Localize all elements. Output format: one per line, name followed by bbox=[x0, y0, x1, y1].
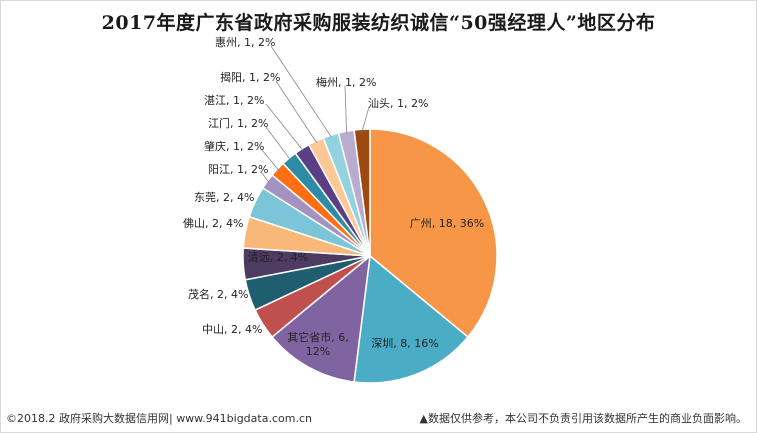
data-label-11: 江门, 1, 2% bbox=[208, 116, 268, 130]
data-label-16: 汕头, 1, 2% bbox=[368, 97, 428, 110]
pie-slice-2 bbox=[353, 254, 469, 384]
leader-line-9 bbox=[261, 172, 270, 183]
data-label-9: 阳江, 1, 2% bbox=[208, 163, 268, 176]
data-label-6: 清远, 2, 4% bbox=[248, 251, 308, 264]
leader-line-15 bbox=[344, 85, 347, 134]
data-label-14: 惠州, 1, 2% bbox=[215, 35, 275, 49]
data-label-4: 中山, 2, 4% bbox=[202, 323, 262, 336]
leader-line-12 bbox=[265, 103, 304, 151]
leader-line-10 bbox=[261, 149, 280, 171]
footer-disclaimer: ▲数据仅供参考，本公司不负责引用该数据所产生的商业负面影响。 bbox=[419, 412, 747, 425]
leader-line-13 bbox=[275, 80, 318, 144]
data-label-13: 揭阳, 1, 2% bbox=[220, 70, 280, 84]
pie-slice-3 bbox=[271, 254, 371, 383]
data-label-2: 深圳, 8, 16% bbox=[371, 337, 438, 350]
leader-line-16 bbox=[361, 106, 370, 132]
leader-line-14 bbox=[270, 45, 332, 138]
footer-source: ©2018.2 政府采购大数据信用网| www.941bigdata.com.c… bbox=[6, 412, 312, 425]
chart-title: 2017年度广东省政府采购服装纺织诚信“50强经理人”地区分布 bbox=[101, 12, 656, 34]
leader-line-11 bbox=[265, 126, 291, 160]
data-label-8: 东莞, 2, 4% bbox=[194, 191, 254, 204]
pie-slice-1 bbox=[369, 128, 498, 339]
data-label-12: 湛江, 1, 2% bbox=[204, 94, 264, 107]
data-label-7: 佛山, 2, 4% bbox=[183, 217, 243, 230]
data-label-15: 梅州, 1, 2% bbox=[316, 75, 376, 89]
data-label-5: 茂名, 2, 4% bbox=[188, 287, 248, 301]
data-label-10: 肇庆, 1, 2% bbox=[204, 139, 264, 153]
data-label-3: 其它省市, 6, 12% bbox=[287, 330, 349, 358]
pie-slice-16 bbox=[353, 128, 371, 257]
data-label-1: 广州, 18, 36% bbox=[410, 217, 484, 230]
